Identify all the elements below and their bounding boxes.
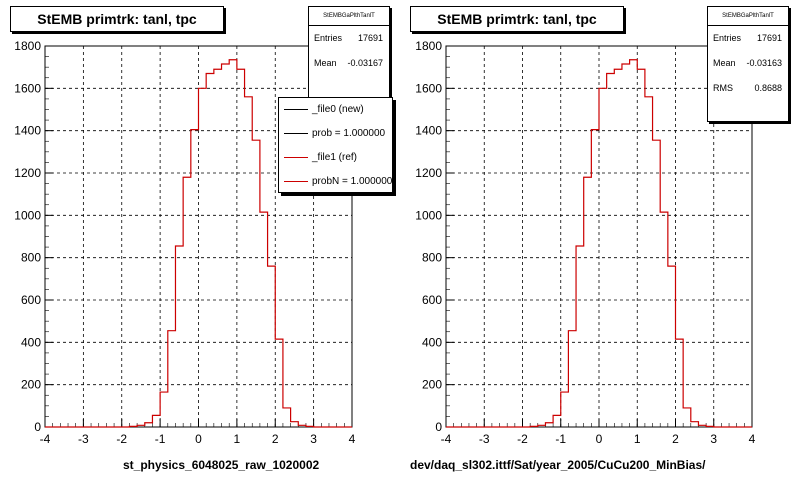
legend-label: _file1 (ref) (312, 152, 358, 163)
right-x-caption: dev/daq_sl302.ittf/Sat/year_2005/CuCu200… (410, 458, 706, 472)
y-tick-label: 1200 (415, 166, 442, 180)
y-tick-label: 1600 (415, 81, 442, 95)
histogram-series-ref (45, 59, 352, 428)
right-plot: -4 -3 -2 -1 0 1 2 3 4 0 200 400 600 800 1000 1200 1400 16… (415, 39, 756, 446)
y-tick-label: 0 (435, 420, 442, 434)
x-tick-label: -2 (517, 432, 528, 446)
x-tick-label: 4 (749, 432, 756, 446)
legend-swatch (284, 133, 308, 134)
x-tick-label: 1 (234, 432, 241, 446)
right-chart-title: StEMB primtrk: tanl, tpc (410, 6, 624, 32)
x-tick-label: -3 (479, 432, 490, 446)
right-stats-mean: Mean -0.03163 (708, 51, 788, 76)
y-tick-label: 1000 (415, 208, 442, 222)
right-stats-mean-value: -0.03163 (746, 58, 782, 68)
y-tick-label: 1800 (14, 39, 41, 53)
legend-entry-file1: _file1 (ref) (279, 146, 392, 170)
right-stats-rms: RMS 0.8688 (708, 76, 788, 101)
left-legend: _file0 (new) prob = 1.000000 _file1 (ref… (278, 97, 393, 193)
y-tick-label: 800 (21, 251, 41, 265)
y-tick-label: 1800 (415, 39, 442, 53)
right-stats-box: StEMBGaPlthTanlT Entries 17691 Mean -0.0… (707, 6, 789, 122)
y-tick-label: 1400 (415, 124, 442, 138)
y-tick-label: 0 (34, 420, 41, 434)
left-chart-title: StEMB primtrk: tanl, tpc (10, 6, 224, 32)
x-tick-label: -4 (40, 432, 51, 446)
y-tick-label: 800 (422, 251, 442, 265)
x-tick-label: -2 (116, 432, 127, 446)
legend-label: probN = 1.000000 (312, 176, 393, 187)
left-stats-entries-value: 17691 (357, 33, 383, 43)
legend-entry-probn: probN = 1.000000 (279, 170, 393, 192)
x-tick-label: -3 (78, 432, 89, 446)
y-tick-label: 1200 (14, 166, 41, 180)
y-tick-label: 400 (21, 335, 41, 349)
x-tick-label: -4 (441, 432, 452, 446)
left-stats-entries: Entries 17691 (309, 26, 389, 51)
x-tick-label: 2 (672, 432, 679, 446)
x-tick-label: -1 (155, 432, 166, 446)
legend-entry-prob: prob = 1.000000 (279, 122, 392, 146)
x-tick-label: 4 (349, 432, 356, 446)
x-tick-label: 0 (195, 432, 202, 446)
right-stats-mean-label: Mean (713, 58, 736, 68)
legend-entry-file0: _file0 (new) (279, 98, 392, 122)
y-tick-label: 600 (21, 293, 41, 307)
right-stats-entries-label: Entries (713, 33, 742, 43)
right-stats-header: StEMBGaPlthTanlT (708, 7, 788, 26)
y-tick-label: 1000 (14, 208, 41, 222)
y-tick-label: 200 (422, 378, 442, 392)
y-tick-label: 600 (422, 293, 442, 307)
y-tick-label: 400 (422, 335, 442, 349)
legend-swatch (284, 157, 308, 158)
right-stats-rms-value: 0.8688 (754, 83, 782, 93)
y-tick-label: 1400 (14, 124, 41, 138)
histogram-series-ref (446, 59, 752, 428)
x-tick-label: -1 (555, 432, 566, 446)
right-stats-rms-label: RMS (713, 83, 733, 93)
legend-label: _file0 (new) (312, 104, 364, 115)
legend-swatch (284, 109, 308, 110)
x-tick-label: 1 (634, 432, 641, 446)
left-stats-mean-label: Mean (314, 58, 337, 68)
y-tick-label: 1600 (14, 81, 41, 95)
left-stats-box: StEMBGaPlthTanlT Entries 17691 Mean -0.0… (308, 6, 390, 98)
left-stats-mean: Mean -0.03167 (309, 51, 389, 76)
left-stats-mean-value: -0.03167 (347, 58, 383, 68)
x-tick-label: 3 (310, 432, 317, 446)
y-tick-label: 200 (21, 378, 41, 392)
right-stats-entries-value: 17691 (756, 33, 782, 43)
left-stats-entries-label: Entries (314, 33, 343, 43)
legend-label: prob = 1.000000 (312, 128, 386, 139)
left-stats-header: StEMBGaPlthTanlT (309, 7, 389, 26)
x-tick-label: 2 (272, 432, 279, 446)
x-tick-label: 0 (596, 432, 603, 446)
right-stats-entries: Entries 17691 (708, 26, 788, 51)
left-x-caption: st_physics_6048025_raw_1020002 (123, 458, 320, 472)
legend-swatch (284, 181, 308, 182)
x-tick-label: 3 (710, 432, 717, 446)
